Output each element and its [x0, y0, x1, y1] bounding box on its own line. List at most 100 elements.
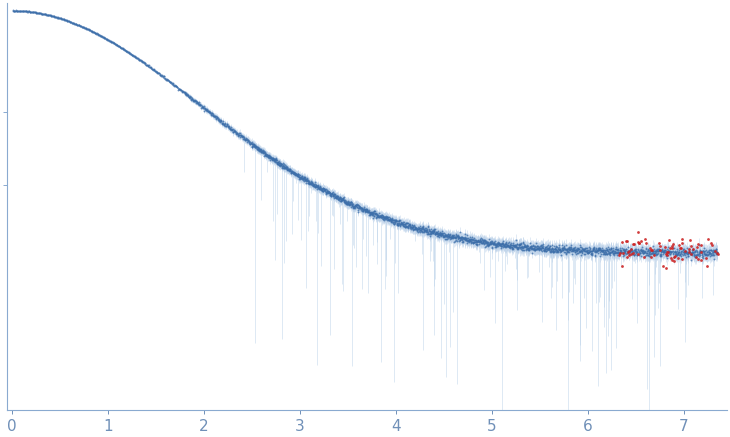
Point [585, 250, 596, 257]
Point [397, 221, 409, 228]
Point [447, 235, 459, 242]
Point [702, 251, 714, 258]
Point [675, 244, 687, 251]
Point [552, 246, 564, 253]
Point [301, 177, 313, 184]
Point [250, 143, 262, 150]
Point [545, 249, 556, 256]
Point [554, 248, 566, 255]
Point [523, 244, 534, 251]
Point [553, 242, 565, 249]
Point [258, 149, 269, 156]
Point [510, 244, 522, 251]
Point [439, 236, 451, 243]
Point [631, 249, 642, 256]
Point [405, 223, 417, 230]
Point [610, 250, 621, 257]
Point [304, 180, 316, 187]
Point [702, 248, 713, 255]
Point [366, 209, 377, 216]
Point [172, 85, 183, 92]
Point [451, 233, 463, 240]
Point [193, 100, 204, 107]
Point [248, 141, 260, 148]
Point [354, 203, 366, 210]
Point [313, 184, 325, 191]
Point [710, 246, 721, 253]
Point [546, 242, 558, 249]
Point [441, 232, 453, 239]
Point [117, 45, 128, 52]
Point [542, 245, 554, 252]
Point [589, 248, 601, 255]
Point [597, 249, 609, 256]
Point [676, 236, 688, 243]
Point [653, 239, 665, 246]
Point [576, 246, 588, 253]
Point [376, 212, 388, 219]
Point [620, 250, 631, 257]
Point [698, 251, 710, 258]
Point [487, 240, 499, 247]
Point [502, 242, 513, 249]
Point [474, 239, 486, 246]
Point [10, 7, 22, 14]
Point [407, 225, 418, 232]
Point [678, 248, 690, 255]
Point [215, 118, 227, 125]
Point [584, 247, 596, 254]
Point [617, 250, 629, 257]
Point [252, 146, 264, 153]
Point [462, 238, 474, 245]
Point [645, 253, 656, 260]
Point [290, 171, 301, 178]
Point [518, 244, 530, 251]
Point [539, 246, 550, 253]
Point [210, 114, 222, 121]
Point [193, 101, 205, 108]
Point [179, 89, 191, 96]
Point [361, 206, 373, 213]
Point [272, 159, 284, 166]
Point [667, 250, 679, 257]
Point [421, 227, 433, 234]
Point [518, 243, 529, 250]
Point [476, 236, 488, 243]
Point [508, 242, 520, 249]
Point [399, 224, 411, 231]
Point [556, 242, 568, 249]
Point [34, 10, 46, 17]
Point [438, 233, 450, 240]
Point [516, 244, 528, 251]
Point [596, 247, 608, 254]
Point [583, 248, 595, 255]
Point [598, 250, 610, 257]
Point [580, 246, 591, 253]
Point [113, 42, 125, 49]
Point [366, 209, 378, 216]
Point [170, 83, 182, 90]
Point [22, 8, 34, 15]
Point [509, 244, 520, 251]
Point [204, 108, 216, 115]
Point [288, 169, 299, 176]
Point [114, 44, 126, 51]
Point [158, 73, 170, 80]
Point [161, 76, 172, 83]
Point [356, 207, 368, 214]
Point [471, 241, 483, 248]
Point [110, 41, 121, 48]
Point [191, 98, 203, 105]
Point [318, 187, 329, 194]
Point [271, 159, 283, 166]
Point [369, 210, 380, 217]
Point [694, 250, 705, 257]
Point [242, 136, 253, 143]
Point [424, 231, 436, 238]
Point [711, 248, 723, 255]
Point [309, 183, 320, 190]
Point [181, 92, 193, 99]
Point [600, 248, 612, 255]
Point [404, 220, 415, 227]
Point [361, 205, 372, 212]
